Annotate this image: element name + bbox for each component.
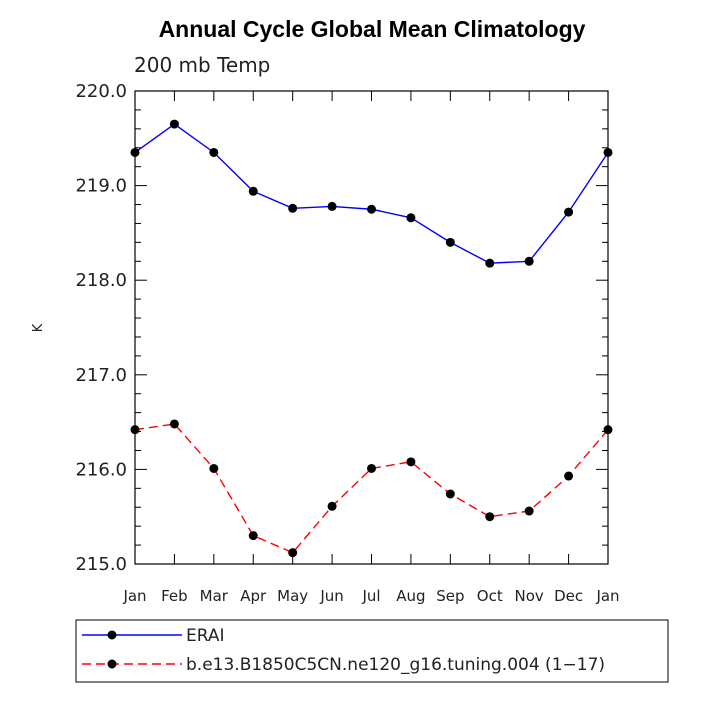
x-tick-label: Jun: [319, 587, 343, 605]
legend-marker-model: [107, 659, 117, 669]
legend-marker-erai: [107, 630, 117, 640]
series-lines: [134, 123, 609, 554]
y-axis-label: K: [31, 323, 46, 332]
series-markers: [130, 119, 613, 558]
chart-title: Annual Cycle Global Mean Climatology: [159, 16, 586, 42]
data-point: [485, 512, 495, 522]
x-tick-label: Sep: [436, 587, 464, 605]
legend-label-model: b.e13.B1850C5CN.ne120_g16.tuning.004 (1−…: [186, 655, 605, 675]
series-line-1: [134, 423, 609, 554]
y-tick-labels: 215.0 216.0 217.0 218.0 219.0 220.0: [75, 81, 127, 575]
y-tick-label: 217.0: [75, 365, 127, 386]
x-tick-label: Apr: [240, 587, 267, 605]
data-point: [209, 147, 219, 157]
x-tick-label: Jul: [361, 587, 380, 605]
chart-subtitle: 200 mb Temp: [134, 53, 270, 77]
x-tick-label: Oct: [477, 587, 503, 605]
x-tick-label: Nov: [515, 587, 544, 605]
x-tick-label: Dec: [554, 587, 583, 605]
data-point: [248, 531, 258, 541]
data-point: [327, 201, 337, 211]
legend-label-erai: ERAI: [186, 626, 225, 646]
legend: ERAI b.e13.B1850C5CN.ne120_g16.tuning.00…: [75, 619, 669, 683]
data-point: [209, 463, 219, 473]
data-point: [248, 186, 258, 196]
y-tick-label: 216.0: [75, 459, 127, 480]
x-tick-label: Aug: [396, 587, 425, 605]
data-point: [524, 506, 534, 516]
y-tick-label: 220.0: [75, 81, 127, 102]
data-point: [169, 119, 179, 129]
x-tick-label: Jan: [122, 587, 146, 605]
data-point: [288, 203, 298, 213]
x-tick-labels: Jan Feb Mar Apr May Jun Jul Aug Sep Oct Nov Dec Jan: [122, 587, 619, 605]
series-line-0: [134, 123, 609, 264]
data-point: [445, 237, 455, 247]
data-point: [564, 471, 574, 481]
y-tick-label: 219.0: [75, 176, 127, 197]
data-point: [367, 463, 376, 473]
data-point: [564, 207, 574, 217]
data-point: [485, 258, 495, 268]
data-point: [406, 213, 416, 223]
data-point: [169, 419, 179, 429]
y-tick-label: 218.0: [75, 270, 127, 291]
x-tick-label: Jan: [595, 587, 619, 605]
data-point: [327, 501, 337, 511]
data-point: [524, 256, 534, 266]
y-tick-label: 215.0: [75, 554, 127, 575]
x-tick-label: May: [277, 587, 308, 605]
data-point: [445, 489, 455, 499]
x-tick-label: Feb: [161, 587, 188, 605]
plot-frame: [134, 90, 609, 565]
x-tick-label: Mar: [200, 587, 229, 605]
data-point: [406, 457, 416, 467]
data-point: [367, 204, 376, 214]
axis-ticks: [134, 90, 609, 565]
data-point: [288, 548, 298, 558]
legend-box: [75, 619, 669, 683]
